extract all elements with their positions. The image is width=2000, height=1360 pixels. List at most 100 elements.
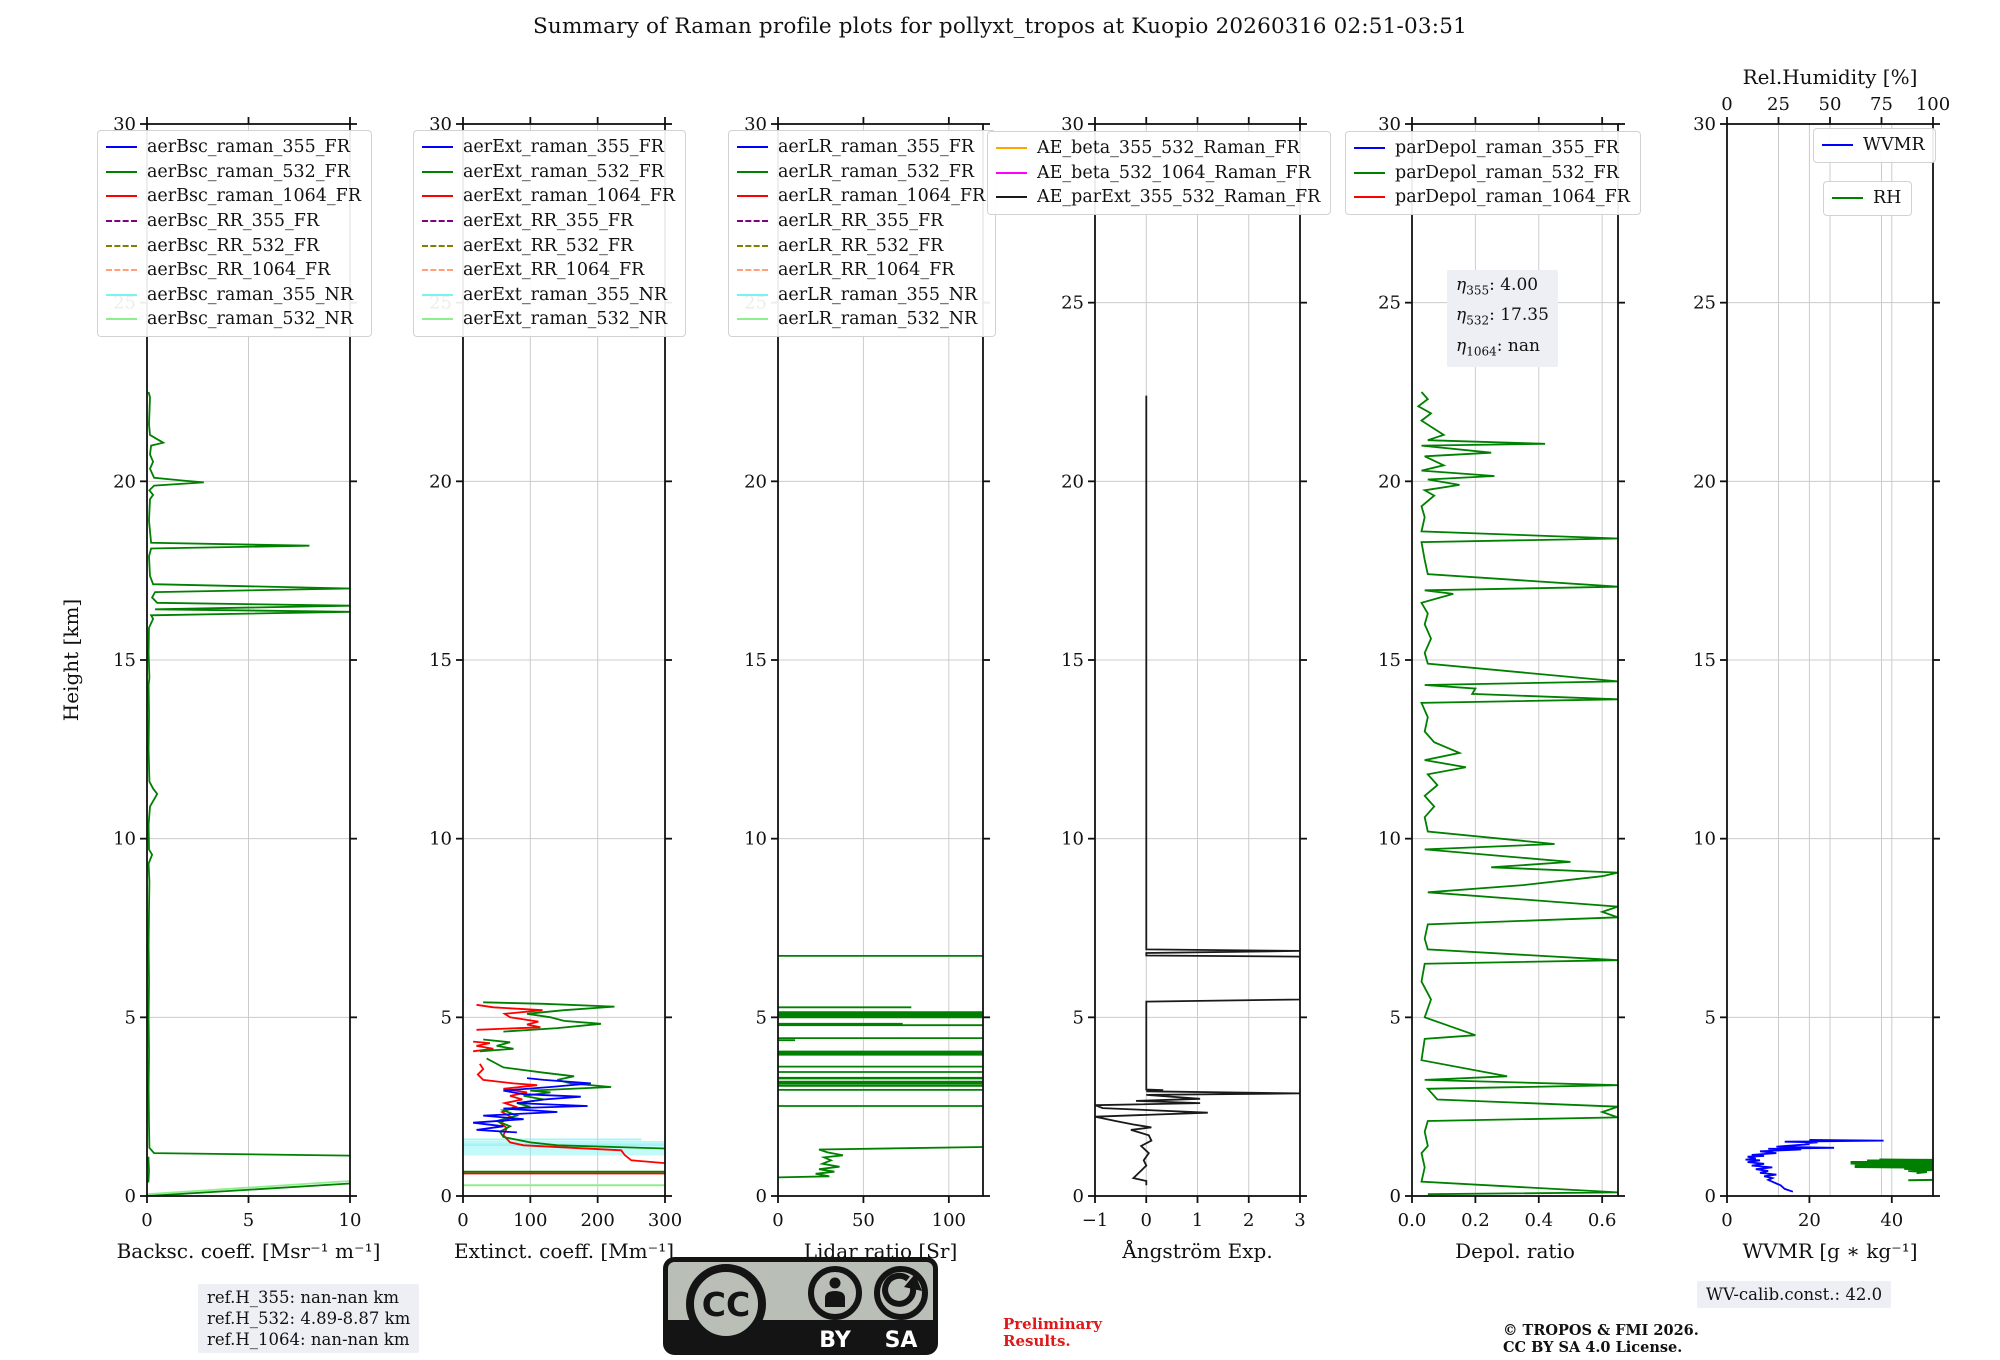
- y-tick-label: 30: [429, 114, 452, 135]
- series-aerBsc_raman_532_NR: [147, 1180, 350, 1196]
- ref-height-355: ref.H_355: nan-nan km: [207, 1288, 399, 1307]
- y-tick-label: 5: [1073, 1007, 1084, 1028]
- legend-line-sample: [1354, 171, 1385, 174]
- legend-item: aerExt_raman_532_NR: [422, 307, 675, 332]
- legend-label: aerExt_raman_1064_FR: [463, 186, 676, 207]
- series-aerExt_raman_532_FR: [479, 1038, 514, 1053]
- legend-item: AE_beta_355_532_Raman_FR: [996, 136, 1320, 161]
- y-tick-label: 20: [113, 471, 136, 492]
- legend-label: aerLR_raman_532_NR: [778, 309, 978, 330]
- y-tick-label: 5: [1390, 1007, 1401, 1028]
- x-tick-label: −1: [1082, 1210, 1109, 1231]
- legend-line-sample: [996, 147, 1027, 150]
- legend-label: aerBsc_RR_532_FR: [147, 235, 320, 256]
- x-tick-label: 0.0: [1398, 1210, 1427, 1231]
- legend-label: AE_beta_355_532_Raman_FR: [1037, 138, 1300, 159]
- y-tick-label: 15: [429, 650, 452, 671]
- legend-label: aerBsc_raman_1064_FR: [147, 186, 361, 207]
- legend-label: aerLR_raman_1064_FR: [778, 186, 986, 207]
- legend-item: AE_parExt_355_532_Raman_FR: [996, 185, 1320, 210]
- legend-line-sample: [422, 293, 453, 296]
- legend-item: aerBsc_RR_532_FR: [106, 233, 361, 258]
- legend-item: aerBsc_raman_355_FR: [106, 135, 361, 160]
- legend-line-sample: [737, 318, 768, 321]
- legend-item: aerExt_raman_355_NR: [422, 283, 675, 308]
- legend-item: aerBsc_RR_1064_FR: [106, 258, 361, 283]
- legend-label: aerExt_raman_355_NR: [463, 284, 668, 305]
- svg-text:SA: SA: [885, 1328, 918, 1353]
- legend-label: aerExt_raman_532_NR: [463, 309, 668, 330]
- series-aerExt_raman_1064_FR: [476, 1063, 665, 1164]
- x-axis-label: Backsc. coeff. [Msr⁻¹ m⁻¹]: [117, 1239, 381, 1263]
- y-tick-label: 20: [429, 471, 452, 492]
- legend-line-sample: [106, 244, 137, 247]
- legend-item: aerExt_RR_1064_FR: [422, 258, 675, 283]
- y-tick-label: 25: [1693, 293, 1716, 314]
- legend-line-sample: [422, 170, 453, 173]
- legend-item: RH: [1832, 186, 1901, 211]
- y-tick-label: 0: [1705, 1186, 1716, 1207]
- legend-label: parDepol_raman_1064_FR: [1395, 187, 1630, 208]
- y-tick-label: 10: [1061, 829, 1084, 850]
- y-tick-label: 0: [1390, 1186, 1401, 1207]
- axis-ticks: [140, 117, 357, 1203]
- legend-item: aerBsc_raman_532_FR: [106, 160, 361, 185]
- preliminary-results-note: Preliminary Results.: [1003, 1315, 1102, 1350]
- legend-line-sample: [737, 244, 768, 247]
- top-tick-label: 50: [1819, 94, 1842, 115]
- x-tick-label: 300: [648, 1210, 682, 1231]
- x-tick-label: 0.4: [1524, 1210, 1553, 1231]
- legend-label: WVMR: [1863, 135, 1925, 156]
- legend-label: aerExt_raman_532_FR: [463, 161, 664, 182]
- legend-line-sample: [996, 196, 1027, 199]
- legend-item: aerLR_raman_532_FR: [737, 160, 985, 185]
- x-tick-label: 100: [513, 1210, 547, 1231]
- x-axis-label: Depol. ratio: [1455, 1239, 1575, 1263]
- cc-by-sa-badge: CC BY SA: [663, 1257, 938, 1359]
- x-tick-label: 40: [1880, 1210, 1903, 1231]
- legend-item: aerBsc_raman_355_NR: [106, 283, 361, 308]
- legend-line-sample: [422, 269, 453, 272]
- y-tick-label: 10: [113, 829, 136, 850]
- panel-extinction: 0100200300051015202530Extinct. coeff. [M…: [429, 114, 682, 1263]
- y-tick-label: 5: [125, 1007, 136, 1028]
- axis-ticks: [1405, 117, 1625, 1203]
- x-tick-label: 2: [1243, 1210, 1254, 1231]
- cc-circle-icon: [686, 1264, 766, 1344]
- y-tick-label: 5: [441, 1007, 452, 1028]
- legend-lidar-ratio: aerLR_raman_355_FR aerLR_raman_532_FR aerL…: [728, 130, 997, 337]
- x-tick-label: 0: [1721, 1210, 1732, 1231]
- x-tick-label: 3: [1294, 1210, 1305, 1231]
- legend-item: aerExt_RR_532_FR: [422, 233, 675, 258]
- eta-1064-line: η1064: nan: [1456, 335, 1540, 359]
- legend-label: aerBsc_raman_355_NR: [147, 284, 354, 305]
- y-tick-label: 15: [113, 650, 136, 671]
- y-tick-label: 10: [1693, 829, 1716, 850]
- svg-text:CC: CC: [702, 1285, 750, 1324]
- legend-item: aerExt_raman_1064_FR: [422, 184, 675, 209]
- legend-line-sample: [106, 170, 137, 173]
- y-tick-label: 15: [1693, 650, 1716, 671]
- legend-item: aerBsc_RR_355_FR: [106, 209, 361, 234]
- series-RH: [1850, 1158, 1933, 1175]
- axis-ticks: [1720, 117, 1940, 1203]
- legend-line-sample: [737, 269, 768, 272]
- legend-angstrom-exponent: AE_beta_355_532_Raman_FR AE_beta_532_1064…: [987, 131, 1332, 215]
- x-tick-label: 0.2: [1461, 1210, 1490, 1231]
- series-aerExt_raman_532_FR: [486, 1057, 665, 1150]
- series-aerLR_raman_532_FR: [778, 1146, 983, 1179]
- legend-label: aerBsc_RR_1064_FR: [147, 260, 331, 281]
- series-AE_parExt_355_532_Raman_FR: [1095, 395, 1300, 1186]
- reference-height-annotation: ref.H_355: nan-nan km ref.H_532: 4.89-8.…: [198, 1284, 420, 1353]
- legend-line-sample: [106, 269, 137, 272]
- legend-depolarization: parDepol_raman_355_FR parDepol_raman_532_…: [1345, 131, 1641, 215]
- y-tick-label: 0: [756, 1186, 767, 1207]
- panel-wvmr-rh: 0 20 40 0 5 10 15 20 25 30 WVMR [g ∗ kg⁻¹] Rel.Humi…: [1693, 65, 1950, 1263]
- axis-labels: 0 20 40 0 5 10 15 20 25 30 WVMR [g ∗ kg⁻¹] Rel.Humi…: [1693, 65, 1950, 1263]
- legend-label: AE_parExt_355_532_Raman_FR: [1037, 187, 1321, 208]
- axis-ticks: [1088, 117, 1307, 1203]
- legend-backscatter: aerBsc_raman_355_FR aerBsc_raman_532_FR ae…: [97, 130, 372, 337]
- top-tick-label: 25: [1767, 94, 1790, 115]
- y-tick-label: 10: [1378, 829, 1401, 850]
